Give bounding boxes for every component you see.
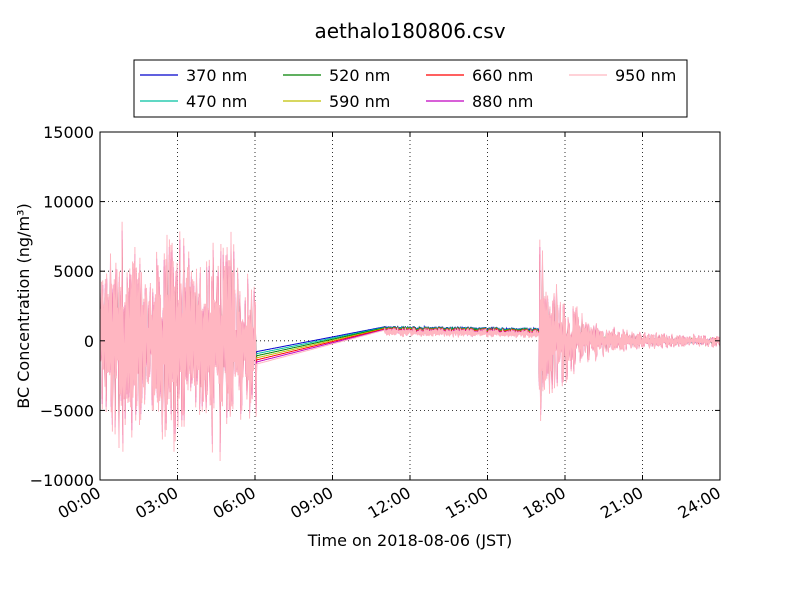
legend-box [133, 59, 688, 118]
chart-title: aethalo180806.csv [314, 19, 505, 43]
legend-label: 470 nm [186, 92, 247, 111]
x-tick-label: 12:00 [365, 483, 414, 523]
y-tick-label: −5000 [40, 401, 94, 420]
legend-label: 880 nm [472, 92, 533, 111]
y-tick-label: 10000 [43, 193, 94, 212]
legend-label: 590 nm [329, 92, 390, 111]
x-tick-label: 24:00 [675, 483, 724, 523]
legend-label: 660 nm [472, 66, 533, 85]
legend-label: 370 nm [186, 66, 247, 85]
plot-lines [99, 221, 721, 462]
series-line-950-nm [99, 221, 721, 462]
x-axis-label: Time on 2018-08-06 (JST) [307, 531, 512, 550]
x-tick-label: 18:00 [520, 483, 569, 523]
legend-label: 520 nm [329, 66, 390, 85]
y-axis-label: BC Concentration (ng/m³) [14, 203, 33, 408]
y-tick-label: 0 [84, 332, 94, 351]
x-tick-label: 21:00 [597, 483, 646, 523]
legend: 370 nm 470 nm 520 nm 590 nm 660 nm 880 nm 950 … [133, 59, 688, 118]
legend-label: 950 nm [615, 66, 676, 85]
y-tick-label: 5000 [53, 262, 94, 281]
x-tick-label: 09:00 [287, 483, 336, 523]
x-tick-label: 15:00 [442, 483, 491, 523]
x-tick-label: 03:00 [132, 483, 181, 523]
y-tick-label: −10000 [30, 471, 94, 490]
x-tick-label: 06:00 [210, 483, 259, 523]
y-tick-label: 15000 [43, 123, 94, 142]
